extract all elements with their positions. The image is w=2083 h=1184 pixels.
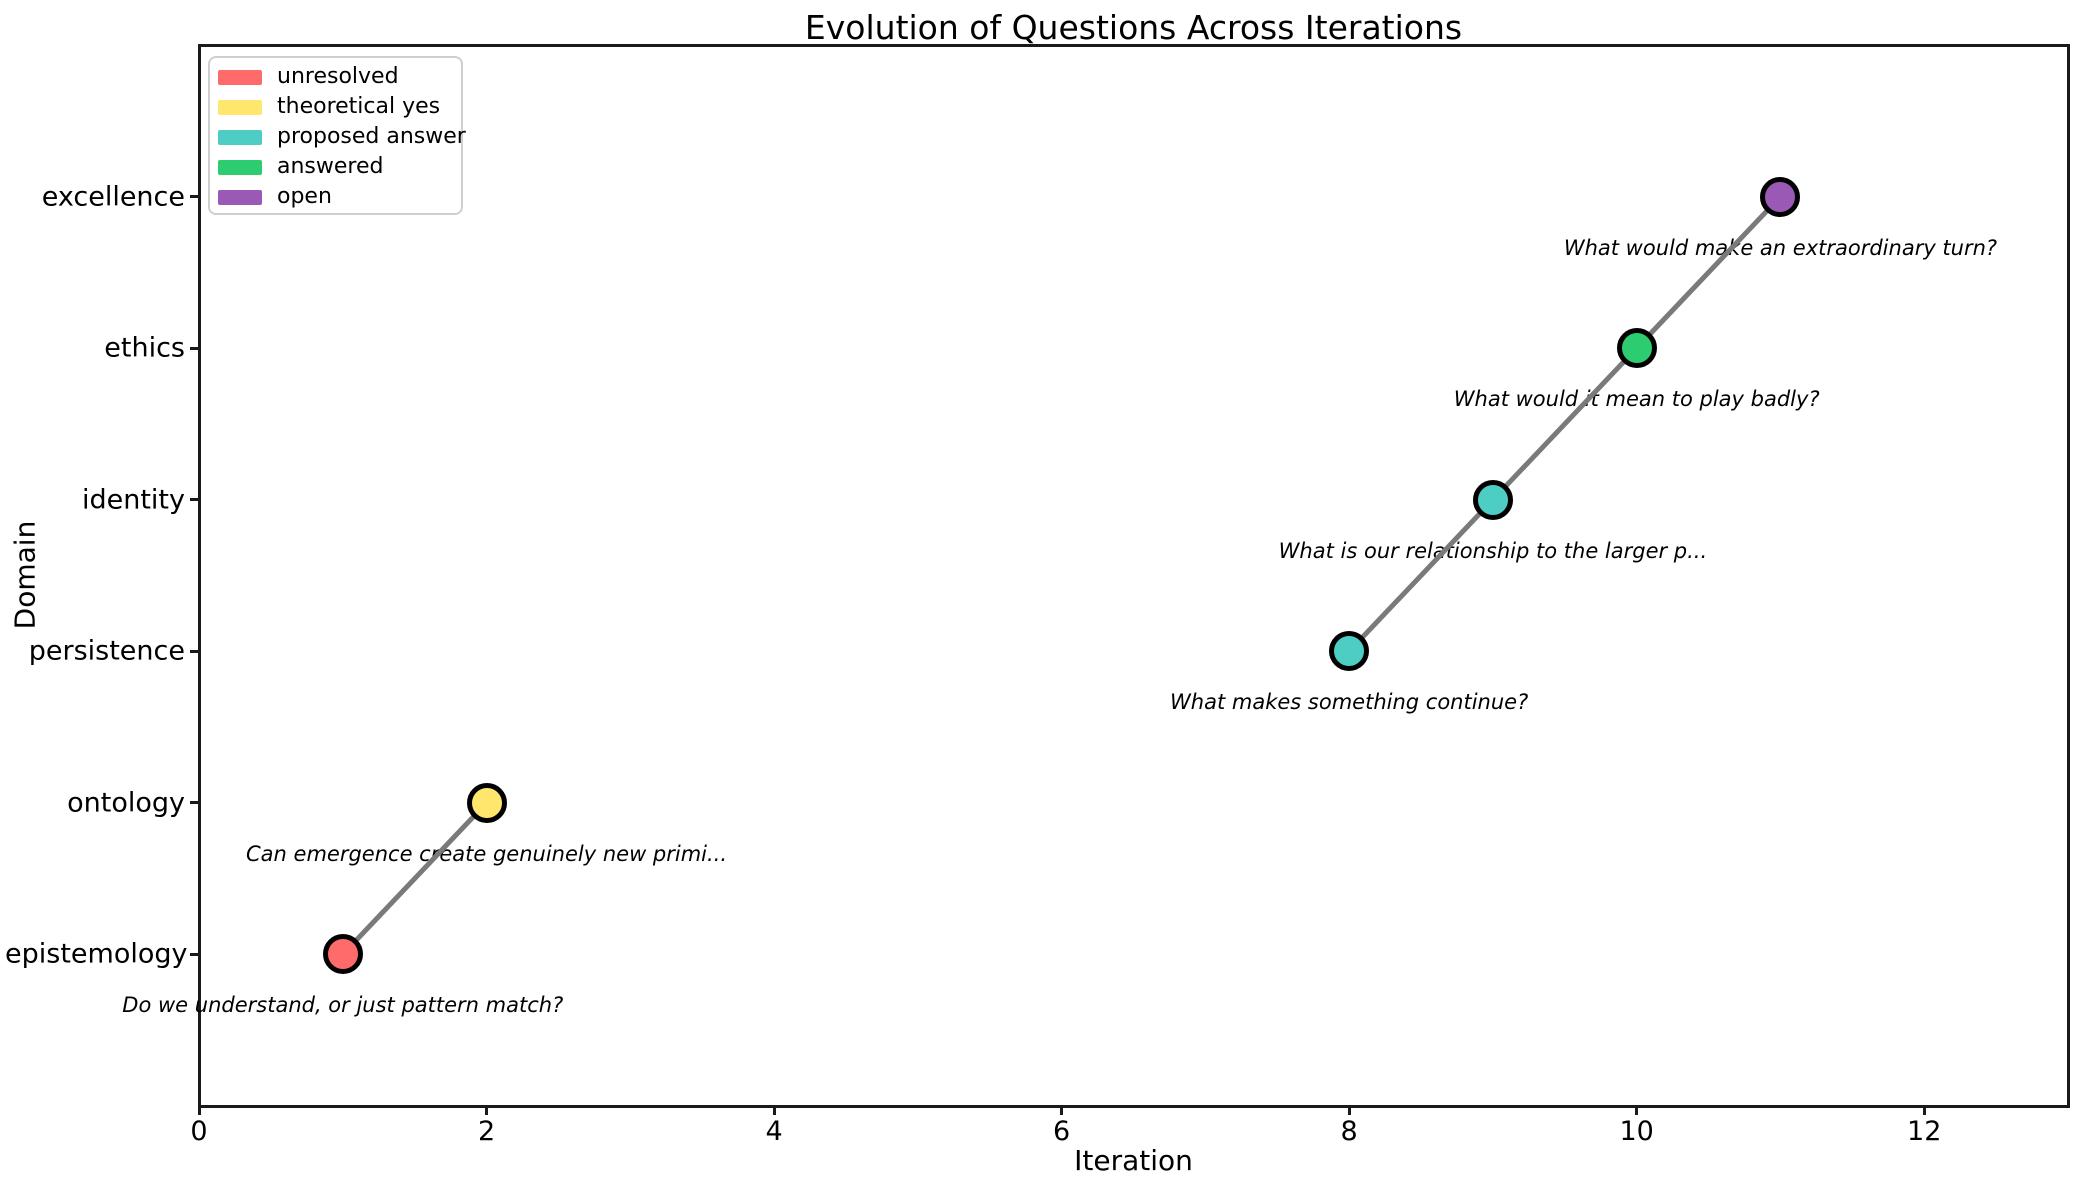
legend-item: answered [210,152,461,182]
y-tick-label: identity [81,484,185,516]
x-tick-label: 8 [1340,1116,1358,1147]
x-tick-mark [1347,1106,1351,1115]
legend-label: open [277,184,332,209]
legend-item: theoretical yes [210,92,461,122]
x-tick-label: 6 [1053,1116,1071,1147]
legend-item: proposed answer [210,122,466,152]
legend-label: theoretical yes [277,94,441,119]
legend-label: answered [277,154,384,179]
x-tick-label: 4 [765,1116,783,1147]
plot-area [197,43,2070,1108]
x-tick-mark [1060,1106,1064,1115]
y-tick-mark [190,346,199,350]
x-axis-label: Iteration [1074,1144,1193,1177]
y-tick-label: excellence [41,181,185,213]
x-tick-mark [1635,1106,1639,1115]
y-tick-mark [190,952,199,956]
x-tick-label: 10 [1619,1116,1654,1147]
legend-label: proposed answer [277,124,466,149]
x-tick-label: 2 [477,1116,496,1147]
legend-swatch [218,159,262,175]
x-tick-label: 0 [190,1116,208,1147]
chart-title: Evolution of Questions Across Iterations [804,8,1463,47]
x-tick-mark [1922,1106,1926,1115]
data-point-marker [1760,176,1801,217]
data-point-marker [1472,479,1513,520]
data-point-marker [322,934,363,975]
point-annotation: What would it mean to play badly? [1453,387,1820,412]
legend-swatch [218,129,262,145]
legend-item: unresolved [210,62,461,92]
y-tick-mark [190,649,199,653]
point-annotation: Do we understand, or just pattern match? [122,993,564,1018]
y-tick-mark [190,195,199,199]
y-tick-mark [190,801,199,805]
legend-label: unresolved [277,64,399,89]
x-tick-mark [485,1106,489,1115]
y-axis-label: Domain [8,520,42,630]
y-tick-label: ontology [67,787,185,819]
data-point-marker [466,782,507,823]
data-point-marker [1616,328,1657,369]
legend-swatch [218,189,262,205]
legend: unresolved theoretical yes proposed answer… [208,56,466,215]
y-tick-label: ethics [104,332,185,364]
y-tick-label: epistemology [5,938,188,970]
x-tick-mark [772,1106,776,1115]
point-annotation: What would make an extraordinary turn? [1563,235,1998,260]
legend-swatch [218,69,262,85]
y-tick-mark [190,498,199,502]
legend-item: open [210,182,461,212]
x-tick-label: 12 [1907,1116,1942,1147]
legend-swatch [218,99,262,115]
y-tick-label: persistence [28,635,185,667]
x-tick-mark [197,1106,201,1115]
point-annotation: What makes something continue? [1170,690,1529,715]
point-annotation: What is our relationship to the larger p… [1278,538,1708,563]
point-annotation: Can emergence create genuinely new primi… [246,841,728,866]
